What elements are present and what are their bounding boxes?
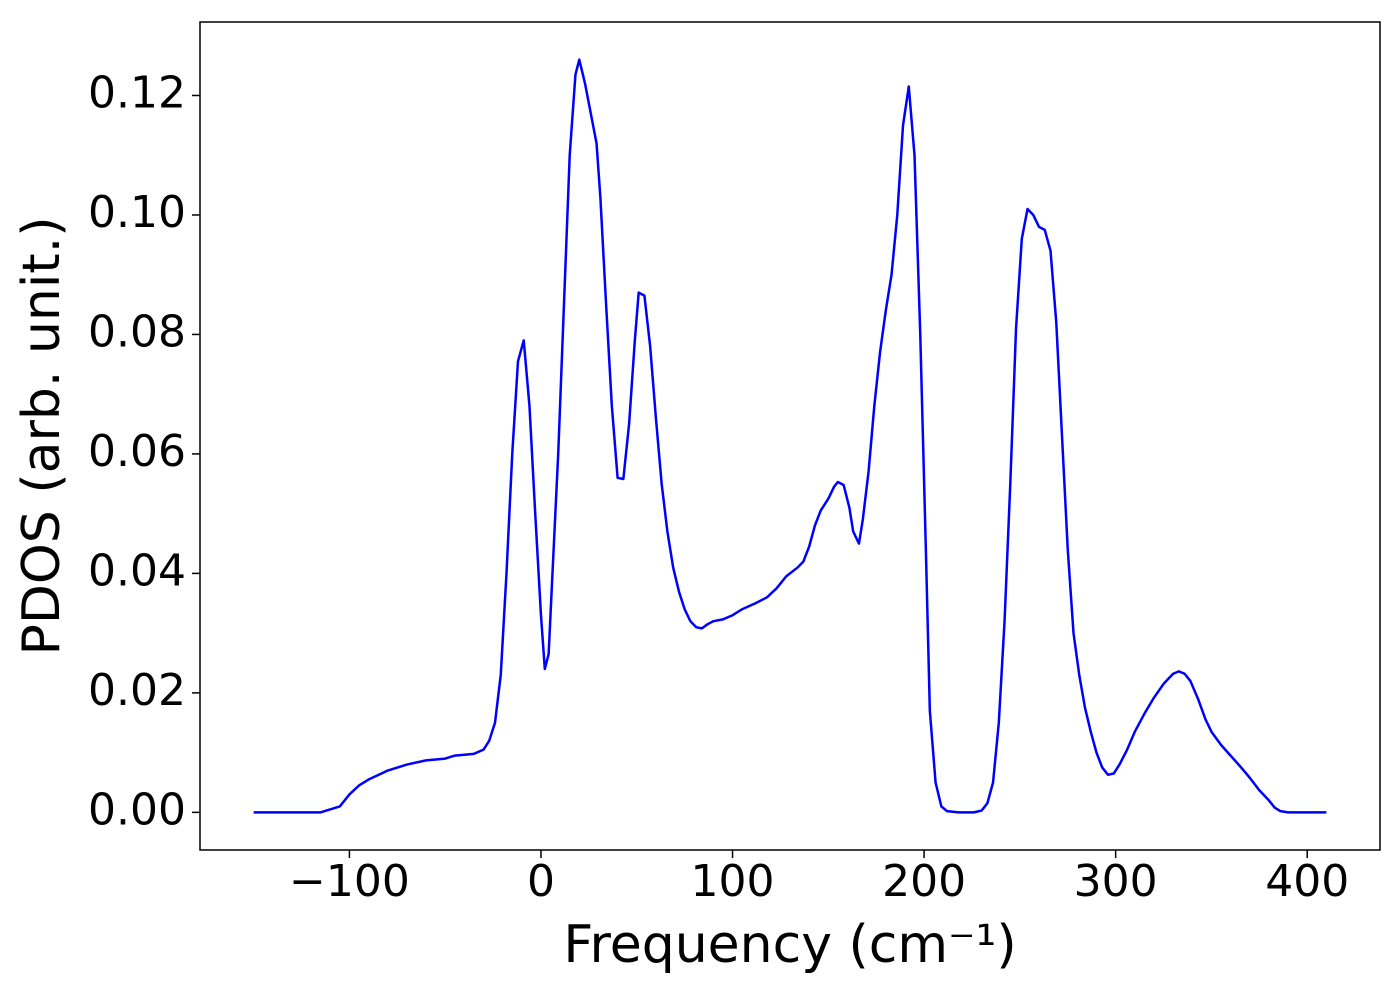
y-tick-label: 0.00 [88, 784, 186, 835]
x-tick-label: 200 [882, 856, 966, 907]
y-axis-label: PDOS (arb. unit.) [12, 216, 72, 655]
y-tick-label: 0.12 [88, 67, 186, 118]
plot-frame [199, 21, 1381, 851]
x-tick-label: 100 [691, 856, 775, 907]
y-tick-label: 0.08 [88, 306, 186, 357]
x-axis-label: Frequency (cm⁻¹) [563, 915, 1016, 975]
x-tick-label: 300 [1074, 856, 1158, 907]
x-tick-label: 0 [527, 856, 555, 907]
y-tick-label: 0.02 [88, 665, 186, 716]
x-tick-label: 400 [1265, 856, 1349, 907]
data-line [253, 58, 1327, 814]
y-tick-label: 0.10 [88, 187, 186, 238]
y-tick-label: 0.04 [88, 545, 186, 596]
y-tick-label: 0.06 [88, 426, 186, 477]
x-tick-label: −100 [289, 856, 410, 907]
